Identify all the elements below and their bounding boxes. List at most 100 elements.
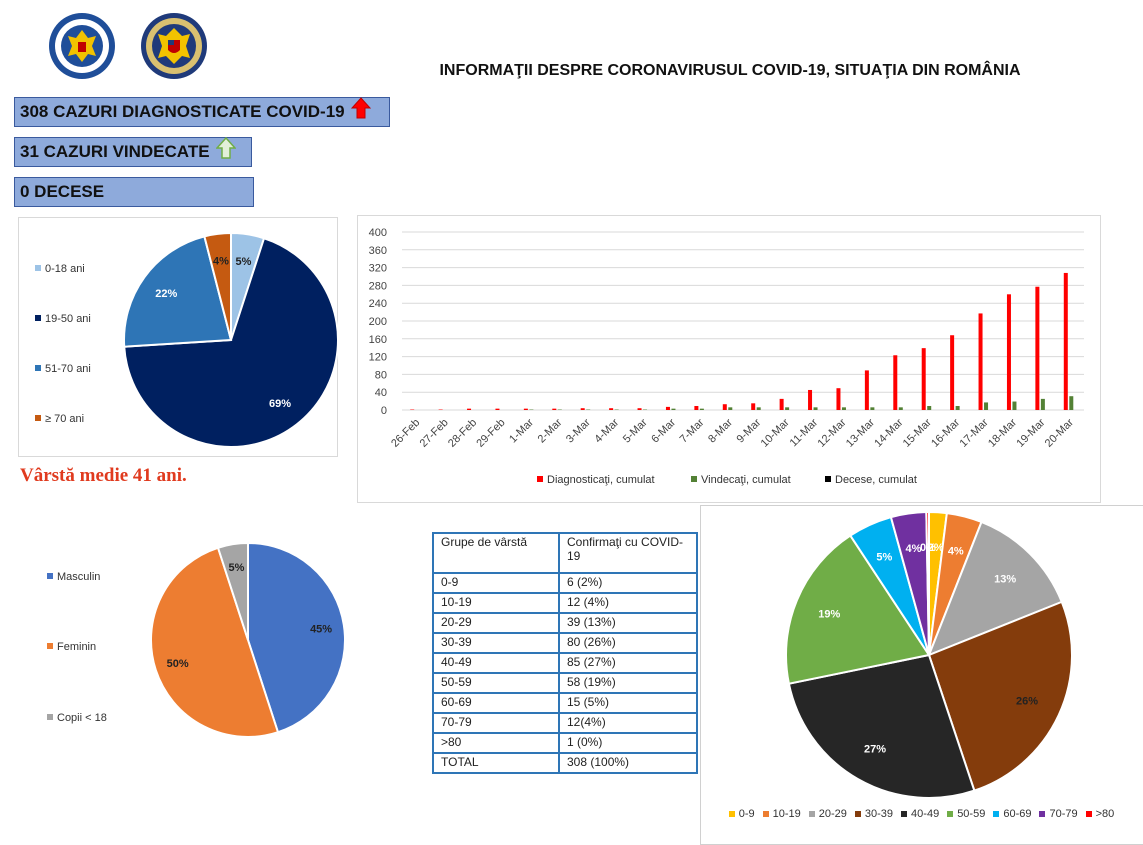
legend-label: Decese, cumulat	[835, 474, 917, 486]
bar	[922, 348, 926, 410]
arrow-up-green-icon	[216, 137, 236, 168]
pie-data-label: 5%	[228, 562, 244, 574]
legend-label: Vindecaţi, cumulat	[701, 474, 791, 486]
legend-label: 40-49	[911, 808, 939, 820]
bar	[751, 403, 755, 410]
table-cell-confirmed: 1 (0%)	[559, 733, 697, 753]
median-age-text: Vârstă medie 41 ani.	[20, 465, 187, 487]
bar	[671, 409, 675, 410]
x-tick-label: 4-Mar	[592, 416, 621, 445]
legend-swatch	[691, 476, 697, 482]
bar	[956, 406, 960, 410]
pie-data-label: 22%	[155, 288, 177, 300]
bar	[694, 406, 698, 410]
legend-label: 19-50 ani	[45, 313, 91, 325]
bar	[524, 409, 528, 410]
table-cell-group: 40-49	[433, 653, 559, 673]
x-tick-label: 1-Mar	[507, 416, 536, 445]
bar	[836, 388, 840, 410]
y-tick-label: 160	[369, 334, 387, 346]
legend-swatch	[35, 365, 41, 371]
legend-item: 50-59	[947, 808, 985, 820]
table-cell-group: 0-9	[433, 573, 559, 593]
table-cell-group: 10-19	[433, 593, 559, 613]
x-tick-label: 18-Mar	[986, 416, 1019, 449]
bar	[785, 407, 789, 410]
legend-label: 0-9	[739, 808, 755, 820]
y-tick-label: 80	[375, 369, 387, 381]
legend-label: 70-79	[1049, 808, 1077, 820]
pie-data-label: 19%	[818, 609, 840, 621]
table-cell-confirmed: 15 (5%)	[559, 693, 697, 713]
pie-data-label: 0%	[920, 542, 936, 554]
table-cell-confirmed: 58 (19%)	[559, 673, 697, 693]
pie-data-label: 5%	[236, 256, 252, 268]
bar	[842, 407, 846, 410]
legend-label: Diagnosticaţi, cumulat	[547, 474, 655, 486]
x-tick-label: 13-Mar	[844, 416, 877, 449]
bar	[780, 399, 784, 410]
x-tick-label: 7-Mar	[678, 416, 707, 445]
bar	[581, 408, 585, 410]
bar	[1041, 399, 1045, 410]
bar	[984, 402, 988, 410]
cumulative-cases-bar-chart: 0408012016020024028032036040026-Feb27-Fe…	[357, 215, 1101, 503]
y-tick-label: 0	[381, 405, 387, 417]
pie-data-label: 13%	[994, 573, 1016, 585]
pie-data-label: 27%	[864, 744, 886, 756]
legend-swatch	[763, 811, 769, 817]
legend-swatch	[855, 811, 861, 817]
page-title: INFORMAŢII DESPRE CORONAVIRUSUL COVID-19…	[300, 62, 1143, 80]
table-header-row: Grupe de vârstă Confirmaţi cu COVID-19	[433, 533, 697, 573]
bar	[979, 313, 983, 410]
legend-item: 70-79	[1039, 808, 1077, 820]
bar	[700, 409, 704, 410]
legend-swatch	[35, 315, 41, 321]
table-cell-confirmed: 12 (4%)	[559, 593, 697, 613]
table-cell-confirmed: 85 (27%)	[559, 653, 697, 673]
legend-item: >80	[1086, 808, 1115, 820]
x-tick-label: 19-Mar	[1014, 416, 1047, 449]
x-tick-label: 29-Feb	[474, 417, 507, 450]
table-cell-confirmed: 6 (2%)	[559, 573, 697, 593]
bar	[950, 335, 954, 410]
bar	[808, 390, 812, 410]
y-tick-label: 240	[369, 298, 387, 310]
bar	[927, 406, 931, 410]
bar	[1069, 396, 1073, 410]
table-cell-confirmed: 308 (100%)	[559, 753, 697, 773]
table-cell-group: >80	[433, 733, 559, 753]
x-tick-label: 17-Mar	[958, 416, 991, 449]
legend-swatch	[993, 811, 999, 817]
deaths-stat: 0 DECESE	[14, 177, 254, 207]
recovered-stat-label: 31 CAZURI VINDECATE	[20, 138, 210, 166]
legend-label: 10-19	[773, 808, 801, 820]
bar	[666, 407, 670, 410]
table-cell-group: TOTAL	[433, 753, 559, 773]
x-tick-label: 5-Mar	[621, 416, 650, 445]
legend-label: ≥ 70 ani	[45, 413, 84, 425]
legend-item: 10-19	[763, 808, 801, 820]
y-tick-label: 320	[369, 263, 387, 275]
bar	[899, 407, 903, 410]
bar	[495, 409, 499, 410]
x-tick-label: 6-Mar	[649, 416, 678, 445]
table-cell-confirmed: 12(4%)	[559, 713, 697, 733]
bar	[870, 407, 874, 410]
x-tick-label: 16-Mar	[929, 416, 962, 449]
legend-swatch	[729, 811, 735, 817]
table-cell-confirmed: 39 (13%)	[559, 613, 697, 633]
legend-swatch	[825, 476, 831, 482]
legend-item: 20-29	[809, 808, 847, 820]
legend-label: Masculin	[57, 571, 100, 583]
table-cell-group: 60-69	[433, 693, 559, 713]
bar	[467, 409, 471, 410]
legend-swatch	[47, 714, 53, 720]
legend-swatch	[35, 415, 41, 421]
